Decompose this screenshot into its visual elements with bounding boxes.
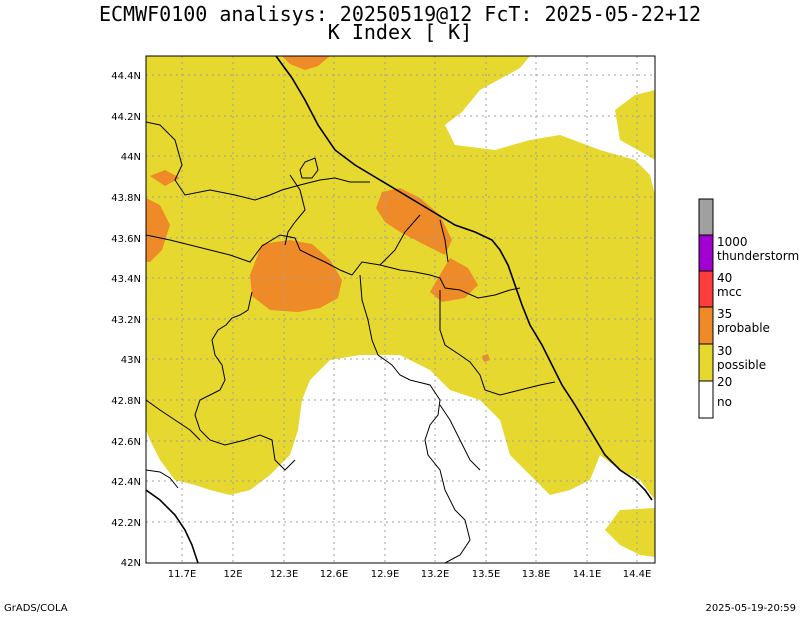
legend-threshold: 1000 bbox=[717, 235, 748, 249]
lon-label: 12.6E bbox=[320, 569, 349, 580]
probable-area bbox=[150, 170, 180, 186]
legend-colorbar bbox=[698, 198, 714, 419]
legend-label: probable bbox=[717, 321, 770, 335]
possible-area bbox=[605, 508, 655, 557]
title-line-1: ECMWF0100 analisys: 20250519@12 FcT: 202… bbox=[98, 2, 702, 26]
lat-label: 42.8N bbox=[111, 396, 141, 407]
legend-swatch-probable bbox=[698, 306, 714, 345]
legend-swatch-above bbox=[698, 198, 714, 236]
legend-label: thunderstorm bbox=[717, 249, 799, 263]
lon-label: 14.1E bbox=[573, 569, 602, 580]
probable-area bbox=[282, 56, 330, 70]
lat-label: 42N bbox=[121, 558, 141, 569]
legend-threshold: 20 bbox=[717, 375, 732, 389]
lat-axis: 44.4N 44.2N 44N 43.8N 43.6N 43.4N 43.2N … bbox=[111, 71, 141, 569]
legend-threshold: 40 bbox=[717, 271, 732, 285]
lon-label: 13.8E bbox=[522, 569, 551, 580]
legend-swatch-thunderstorm bbox=[698, 234, 714, 272]
lon-axis: 11.7E 12E 12.3E 12.6E 12.9E 13.2E 13.5E … bbox=[168, 569, 652, 580]
lat-label: 42.2N bbox=[111, 518, 141, 529]
coastline bbox=[146, 489, 199, 563]
probable-area bbox=[250, 240, 342, 312]
lat-label: 43.8N bbox=[111, 193, 141, 204]
title-line-2: K Index [ K] bbox=[327, 20, 473, 44]
region-border bbox=[146, 121, 556, 563]
legend-swatch-possible bbox=[698, 343, 714, 382]
lat-label: 44.4N bbox=[111, 71, 141, 82]
footer-right: 2025-05-19-20:59 bbox=[705, 603, 796, 614]
legend-swatch-mcc bbox=[698, 270, 714, 308]
lat-label: 44N bbox=[121, 152, 141, 163]
lat-label: 43.6N bbox=[111, 234, 141, 245]
lat-label: 43.2N bbox=[111, 315, 141, 326]
probable-area bbox=[146, 198, 170, 262]
coastline-and-borders bbox=[146, 56, 653, 563]
map-frame bbox=[145, 55, 656, 564]
legend-label: no bbox=[717, 395, 732, 409]
lat-label: 44.2N bbox=[111, 112, 141, 123]
lon-label: 12E bbox=[223, 569, 242, 580]
grid bbox=[146, 56, 655, 563]
possible-area bbox=[146, 56, 655, 500]
lon-label: 13.2E bbox=[421, 569, 450, 580]
lat-label: 43.4N bbox=[111, 274, 141, 285]
legend-threshold: 35 bbox=[717, 307, 732, 321]
lat-label: 42.4N bbox=[111, 477, 141, 488]
lon-label: 11.7E bbox=[168, 569, 197, 580]
lon-label: 12.3E bbox=[270, 569, 299, 580]
footer-left: GrADS/COLA bbox=[4, 603, 68, 614]
legend-swatch-no bbox=[698, 380, 714, 419]
lat-label: 43N bbox=[121, 355, 141, 366]
legend-label: possible bbox=[717, 358, 766, 372]
possible-area bbox=[615, 90, 655, 160]
coastline bbox=[275, 56, 653, 501]
k-index-field bbox=[146, 56, 655, 557]
lat-label: 42.6N bbox=[111, 437, 141, 448]
probable-area bbox=[430, 258, 478, 302]
legend-labels: 1000 thunderstorm 40 mcc 35 probable 30 … bbox=[717, 235, 799, 409]
legend-threshold: 30 bbox=[717, 344, 732, 358]
lon-label: 13.5E bbox=[472, 569, 501, 580]
lon-label: 14.4E bbox=[623, 569, 652, 580]
legend-label: mcc bbox=[717, 285, 742, 299]
lon-label: 12.9E bbox=[371, 569, 400, 580]
